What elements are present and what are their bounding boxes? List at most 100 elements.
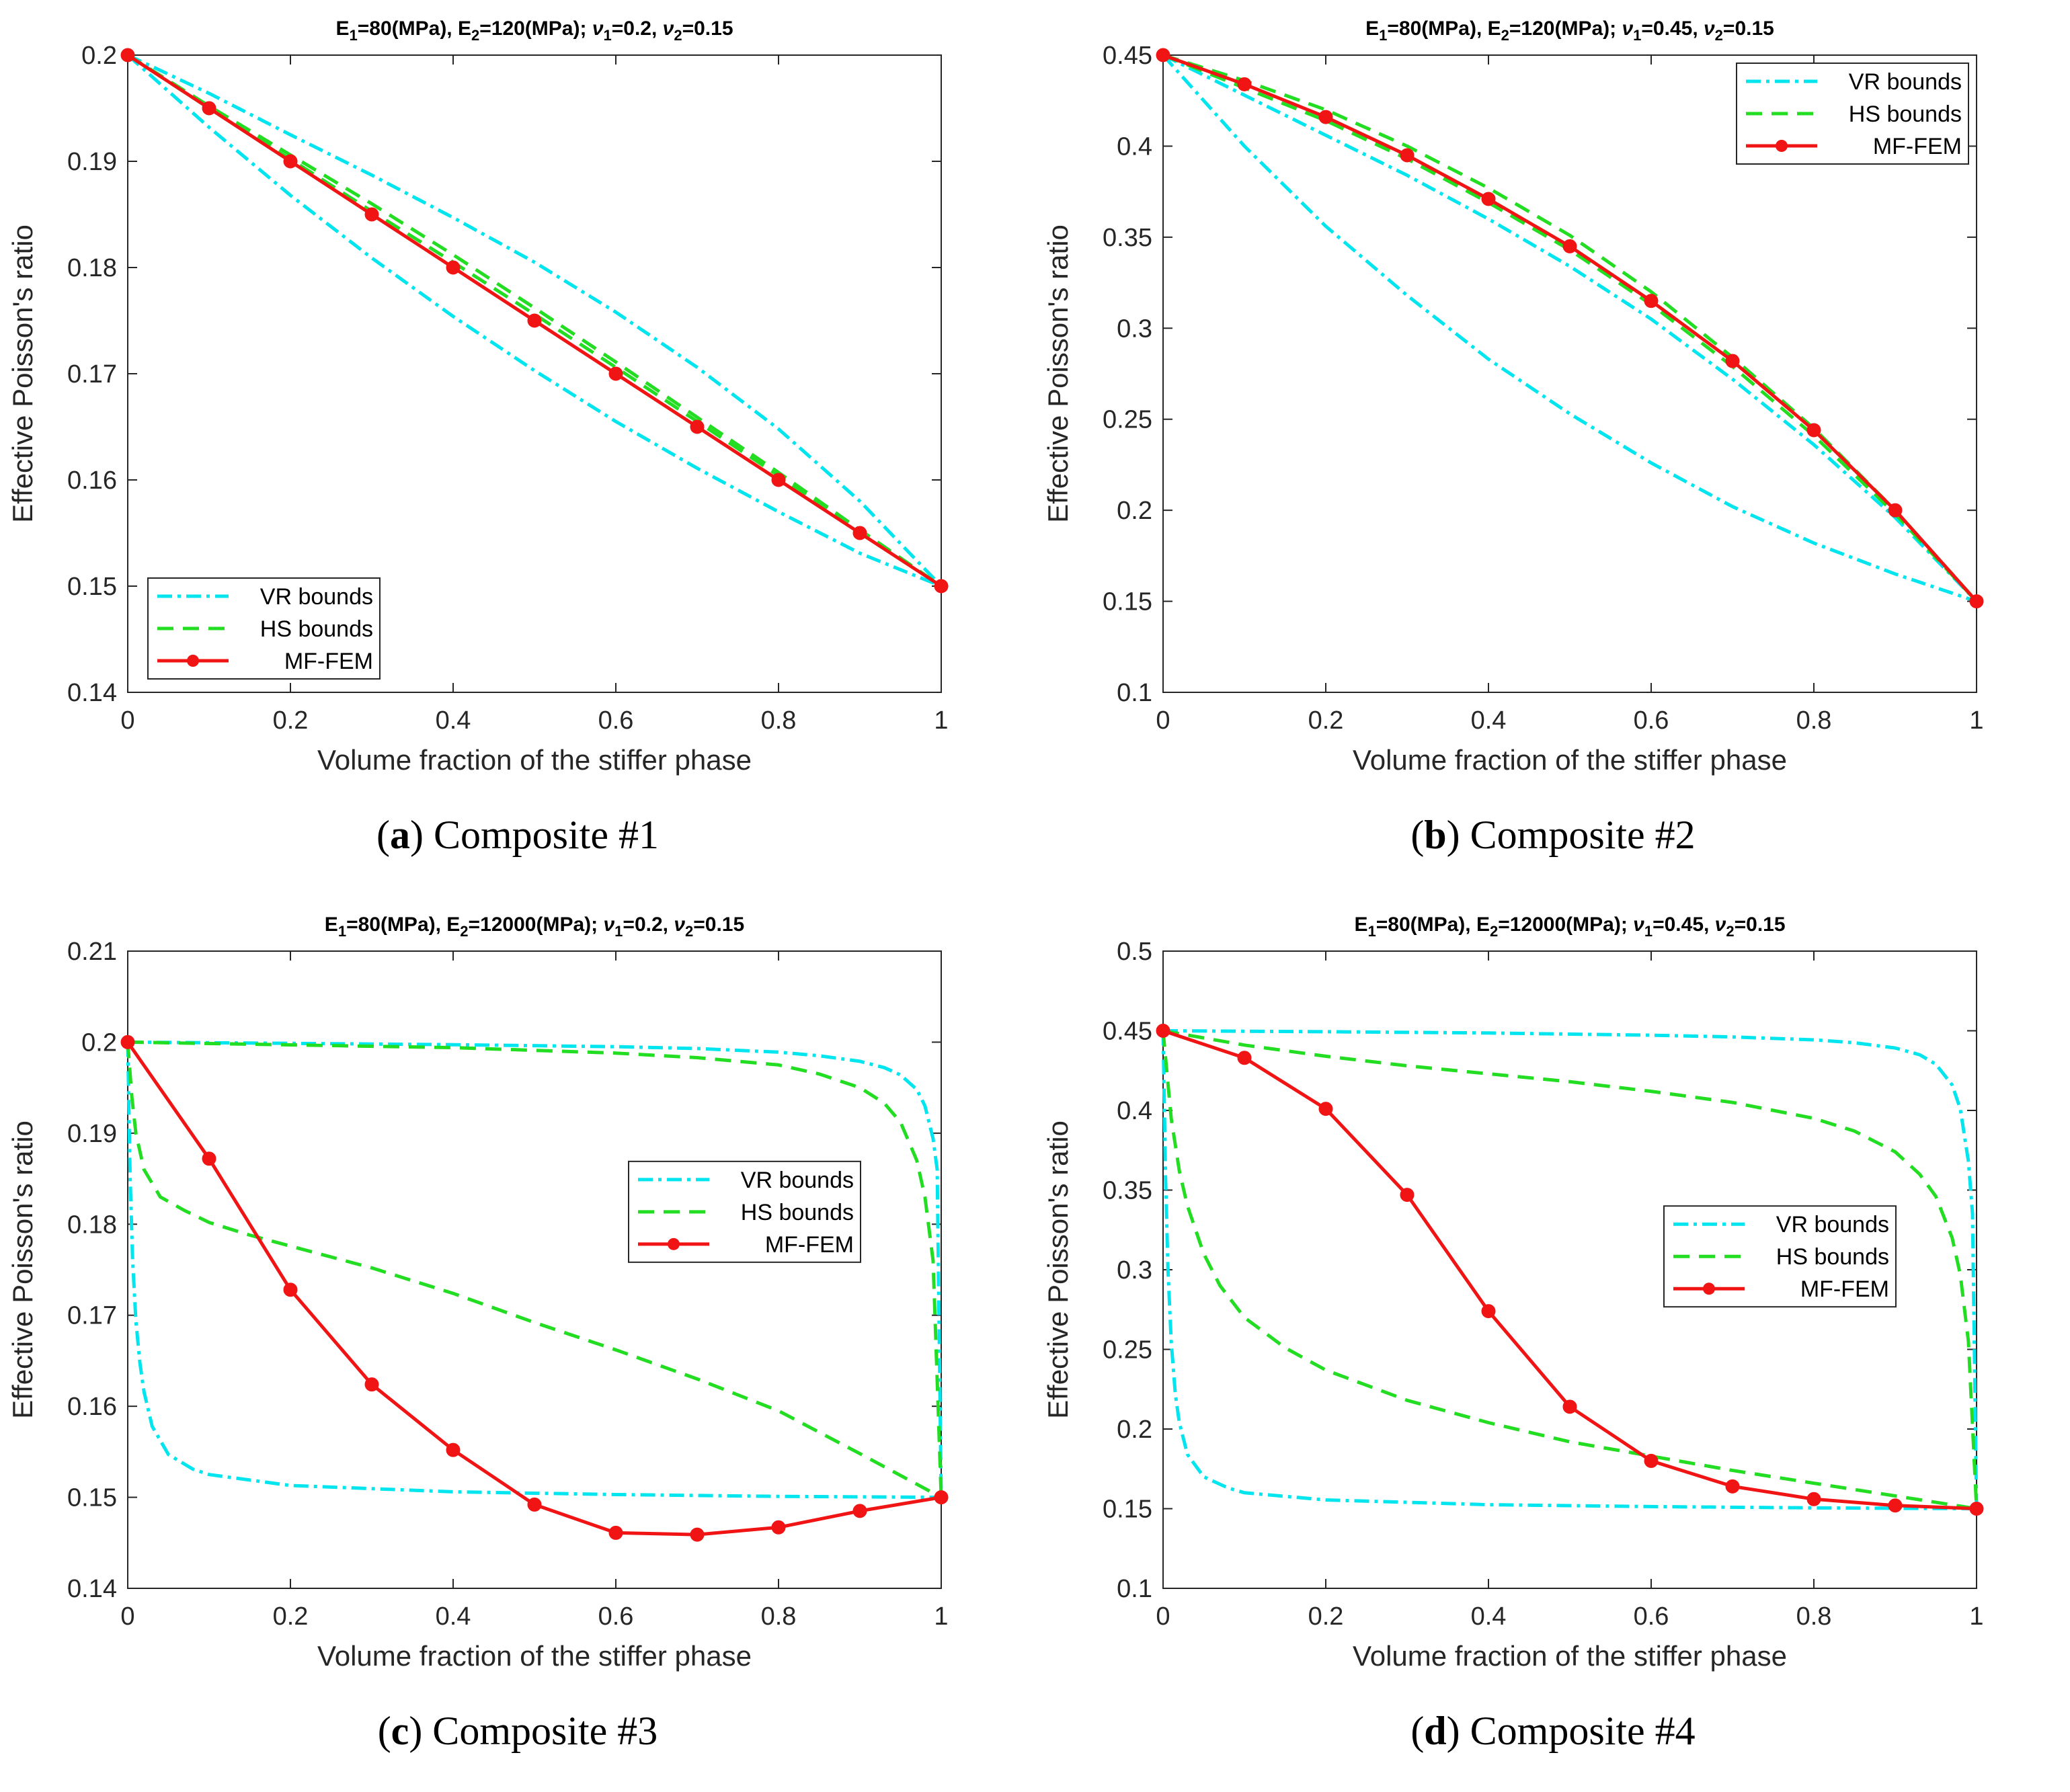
legend: VR bounds HS bounds MF-FEM bbox=[147, 577, 381, 680]
chart-panel-d: E1=80(MPa), E2=12000(MPa); ν1=0.45, ν2=0… bbox=[1035, 896, 2070, 1792]
x-axis-label: Volume fraction of the stiffer phase bbox=[317, 1640, 752, 1672]
figure-caption: (b) Composite #2 bbox=[1410, 813, 1696, 857]
series-line-vr-1 bbox=[127, 1040, 943, 1498]
legend: VR bounds HS bounds MF-FEM bbox=[628, 1160, 861, 1263]
x-axis-label: Volume fraction of the stiffer phase bbox=[317, 744, 752, 776]
legend-label-hs: HS bounds bbox=[1849, 101, 1962, 127]
x-tick-label: 0.4 bbox=[1471, 1602, 1507, 1631]
data-point bbox=[852, 1504, 867, 1518]
chart-svg: E1=80(MPa), E2=120(MPa); ν1=0.2, ν2=0.15… bbox=[7, 17, 949, 776]
x-axis-label: Volume fraction of the stiffer phase bbox=[1353, 1640, 1787, 1672]
y-tick-label: 0.17 bbox=[67, 1302, 117, 1330]
data-point bbox=[1562, 1399, 1577, 1414]
data-point bbox=[1400, 1188, 1415, 1203]
data-point bbox=[527, 1497, 542, 1512]
x-tick-label: 1 bbox=[1969, 1602, 1983, 1631]
data-point bbox=[1806, 423, 1821, 438]
x-tick-label: 0.2 bbox=[273, 1602, 309, 1631]
x-tick-label: 0 bbox=[1156, 706, 1170, 735]
data-point bbox=[934, 579, 949, 594]
plot-title: E1=80(MPa), E2=120(MPa); ν1=0.2, ν2=0.15 bbox=[335, 17, 733, 44]
y-tick-label: 0.3 bbox=[1117, 1256, 1152, 1285]
x-tick-label: 1 bbox=[934, 1602, 948, 1631]
y-tick-label: 0.16 bbox=[67, 466, 117, 495]
series-line-vr-2 bbox=[126, 54, 942, 588]
data-point bbox=[1400, 148, 1415, 163]
legend-label-vr: VR bounds bbox=[741, 1168, 854, 1193]
data-point bbox=[690, 419, 705, 434]
y-tick-label: 0.45 bbox=[1103, 42, 1152, 70]
legend-marker bbox=[1703, 1282, 1715, 1295]
x-tick-label: 0.4 bbox=[436, 706, 471, 735]
y-tick-label: 0.2 bbox=[81, 1028, 117, 1057]
legend-label-fem: MF-FEM bbox=[1800, 1276, 1889, 1302]
series-line-vr-1 bbox=[1162, 53, 1978, 603]
x-tick-label: 0.8 bbox=[1796, 706, 1832, 735]
data-point bbox=[1156, 48, 1170, 63]
y-tick-label: 0.16 bbox=[67, 1393, 117, 1421]
data-point bbox=[364, 1377, 379, 1392]
figure-caption: (c) Composite #3 bbox=[377, 1709, 658, 1753]
y-tick-label: 0.2 bbox=[81, 42, 117, 70]
data-point bbox=[1969, 594, 1984, 609]
y-tick-label: 0.25 bbox=[1103, 1336, 1152, 1365]
y-tick-label: 0.4 bbox=[1117, 132, 1152, 161]
y-tick-label: 0.15 bbox=[67, 1484, 117, 1512]
y-tick-label: 0.2 bbox=[1117, 497, 1152, 525]
y-tick-label: 0.15 bbox=[67, 573, 117, 601]
x-tick-label: 0.2 bbox=[273, 706, 309, 735]
data-point bbox=[1156, 1024, 1170, 1038]
legend-marker bbox=[1776, 140, 1788, 152]
x-tick-label: 0.6 bbox=[1634, 1602, 1669, 1631]
legend-label-vr: VR bounds bbox=[260, 584, 373, 610]
y-tick-label: 0.15 bbox=[1103, 588, 1152, 616]
data-point bbox=[1237, 77, 1252, 91]
y-tick-label: 0.2 bbox=[1117, 1416, 1152, 1444]
series-line-hs-4 bbox=[1162, 53, 1978, 603]
legend-label-hs: HS bounds bbox=[741, 1200, 854, 1225]
data-point bbox=[608, 366, 623, 381]
data-point bbox=[1888, 1498, 1903, 1513]
data-point bbox=[1318, 1102, 1333, 1116]
legend-label-fem: MF-FEM bbox=[765, 1232, 854, 1258]
y-tick-label: 0.35 bbox=[1103, 224, 1152, 252]
legend-label-hs: HS bounds bbox=[1776, 1244, 1889, 1270]
data-point bbox=[934, 1490, 949, 1505]
plot-title: E1=80(MPa), E2=12000(MPa); ν1=0.2, ν2=0.… bbox=[325, 913, 744, 940]
chart-panel-a: E1=80(MPa), E2=120(MPa); ν1=0.2, ν2=0.15… bbox=[0, 0, 1035, 896]
x-tick-label: 0.2 bbox=[1308, 706, 1344, 735]
data-point bbox=[283, 1282, 298, 1297]
legend-label-fem: MF-FEM bbox=[284, 649, 373, 674]
y-tick-label: 0.3 bbox=[1117, 315, 1152, 343]
legend-label-vr: VR bounds bbox=[1776, 1212, 1889, 1237]
data-point bbox=[1562, 239, 1577, 253]
chart-svg: E1=80(MPa), E2=12000(MPa); ν1=0.45, ν2=0… bbox=[1042, 913, 1984, 1672]
y-tick-label: 0.1 bbox=[1117, 679, 1152, 707]
series-line-vr-2 bbox=[126, 1042, 942, 1500]
data-point bbox=[1237, 1051, 1252, 1065]
x-tick-label: 0.8 bbox=[1796, 1602, 1832, 1631]
plot-title: E1=80(MPa), E2=12000(MPa); ν1=0.45, ν2=0… bbox=[1354, 913, 1785, 940]
x-tick-label: 0.4 bbox=[436, 1602, 471, 1631]
x-tick-label: 0 bbox=[120, 1602, 134, 1631]
y-tick-label: 0.15 bbox=[1103, 1496, 1152, 1524]
data-point bbox=[1806, 1492, 1821, 1506]
x-tick-label: 0.2 bbox=[1308, 1602, 1344, 1631]
legend-label-fem: MF-FEM bbox=[1873, 134, 1962, 159]
data-point bbox=[364, 207, 379, 222]
data-point bbox=[1318, 110, 1333, 124]
y-tick-label: 0.4 bbox=[1117, 1097, 1152, 1125]
data-point bbox=[1725, 354, 1740, 368]
y-tick-label: 0.21 bbox=[67, 938, 117, 966]
data-point bbox=[1481, 192, 1496, 206]
series-line-vr-1 bbox=[126, 53, 943, 587]
series-line-hs-3 bbox=[126, 53, 943, 588]
series-line-hs-3 bbox=[1162, 1029, 1979, 1509]
y-tick-label: 0.25 bbox=[1103, 406, 1152, 434]
data-point bbox=[120, 48, 135, 63]
data-point bbox=[202, 1151, 216, 1166]
figure-caption: (d) Composite #4 bbox=[1410, 1709, 1696, 1753]
legend: VR bounds HS bounds MF-FEM bbox=[1736, 63, 1969, 165]
x-tick-label: 1 bbox=[934, 706, 948, 735]
x-tick-label: 0 bbox=[120, 706, 134, 735]
